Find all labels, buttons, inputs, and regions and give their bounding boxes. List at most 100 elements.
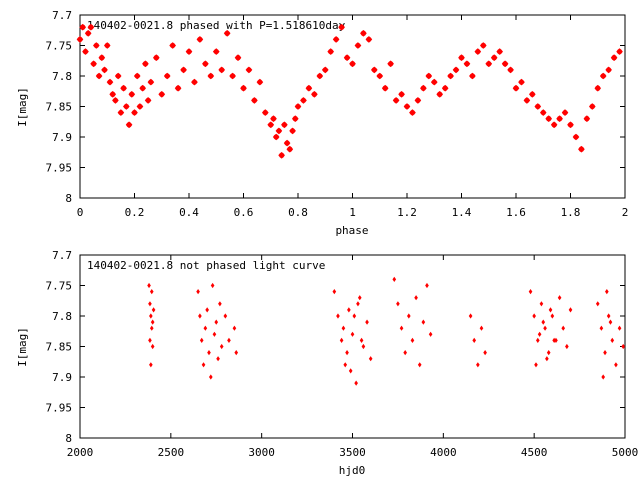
x-tick-label: 5000 [612, 446, 639, 459]
data-point [621, 343, 626, 350]
data-point [169, 42, 176, 49]
data-point [104, 42, 111, 49]
data-point [240, 84, 247, 92]
data-points [76, 23, 623, 159]
x-tick-label: 0.4 [179, 206, 199, 219]
data-point [150, 319, 155, 325]
data-point [414, 295, 418, 301]
data-point [218, 66, 225, 74]
data-point [205, 307, 209, 313]
data-point [198, 313, 202, 319]
data-point [480, 42, 487, 49]
data-point [148, 337, 152, 343]
data-point [425, 282, 429, 289]
data-point [311, 91, 318, 98]
data-point [203, 325, 208, 331]
data-point [421, 319, 426, 325]
data-point [262, 109, 269, 116]
data-point [131, 109, 138, 116]
data-point [153, 54, 160, 61]
data-point [149, 313, 153, 319]
y-tick-label: 7.7 [52, 249, 72, 262]
data-point [147, 282, 151, 289]
data-point [594, 84, 601, 92]
data-point [540, 109, 547, 116]
data-point [158, 91, 166, 98]
y-tick-label: 8 [65, 432, 72, 445]
y-tick-label: 7.75 [46, 40, 73, 53]
data-point [365, 319, 369, 325]
y-tick-label: 7.8 [52, 310, 72, 323]
data-point [142, 60, 149, 68]
data-point [458, 54, 465, 61]
data-point [321, 66, 329, 74]
data-point [338, 23, 345, 31]
data-point [490, 54, 498, 61]
data-point [292, 115, 299, 122]
data-point [537, 331, 542, 337]
data-point [216, 356, 220, 362]
data-point [174, 84, 182, 92]
data-point [545, 115, 552, 122]
data-point [196, 36, 204, 43]
data-point [428, 331, 433, 337]
data-point [267, 121, 275, 129]
data-point [406, 313, 411, 319]
data-point [479, 325, 484, 331]
data-point [610, 337, 615, 343]
data-point [610, 54, 618, 61]
x-tick-label: 0.2 [125, 206, 145, 219]
data-point [376, 72, 384, 80]
y-tick-label: 7.75 [46, 280, 73, 293]
data-point [599, 325, 604, 331]
data-point [468, 313, 473, 319]
data-point [343, 362, 348, 368]
data-point [541, 319, 546, 325]
data-point [208, 374, 213, 380]
data-point [106, 78, 114, 86]
data-point [361, 343, 366, 350]
data-point [357, 295, 362, 301]
x-tick-label: 1.4 [452, 206, 472, 219]
data-point [191, 78, 198, 86]
data-point [403, 350, 408, 356]
data-point [417, 362, 422, 368]
data-point [347, 307, 351, 313]
data-point [512, 84, 520, 92]
data-point [354, 42, 362, 49]
tick-layer: 0 0.2 0.4 0.6 0.8 1 1.2 1.4 1.6 1.8 2 7.7 7.75 7.8 7.8… [46, 9, 629, 219]
x-tick-label: 4500 [521, 446, 548, 459]
data-point [210, 282, 215, 289]
data-point [218, 301, 222, 307]
data-point [227, 337, 231, 343]
data-point [223, 313, 228, 319]
data-point [345, 350, 349, 356]
data-point [399, 325, 404, 331]
data-point [352, 313, 357, 319]
x-tick-label: 2000 [67, 446, 94, 459]
unphased-light-curve-panel: 140402-0021.8 not phased light curve hjd… [16, 249, 638, 477]
data-point [398, 91, 405, 98]
data-point [599, 72, 607, 80]
data-point [286, 145, 294, 153]
data-point [251, 97, 258, 104]
data-point [550, 121, 558, 129]
data-point [616, 48, 623, 55]
data-point [409, 109, 416, 116]
data-point [550, 313, 555, 319]
data-point [199, 337, 204, 343]
data-point [356, 301, 360, 307]
data-point [275, 127, 283, 135]
data-point [201, 362, 206, 368]
data-point [112, 97, 119, 104]
data-point [534, 103, 542, 110]
data-point [539, 301, 544, 307]
data-point [234, 350, 239, 356]
data-point [436, 91, 443, 98]
data-point [332, 289, 337, 295]
data-point [136, 103, 144, 110]
data-point [232, 325, 237, 331]
data-point [529, 91, 536, 98]
data-point [452, 66, 460, 74]
data-point [163, 72, 171, 80]
